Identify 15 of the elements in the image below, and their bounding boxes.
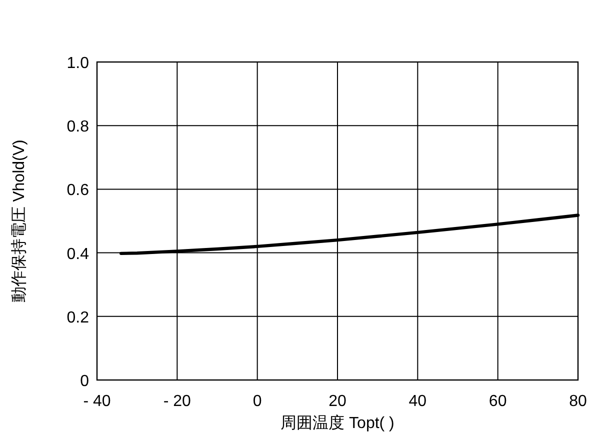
- y-tick-label: 1.0: [66, 55, 90, 72]
- y-tick-label: 0: [80, 373, 90, 390]
- y-tick-label: 0.8: [66, 118, 90, 136]
- x-tick-label: 80: [569, 393, 587, 410]
- y-tick-label: 0.2: [66, 309, 90, 326]
- x-tick-label: - 40: [83, 393, 111, 410]
- x-tick-label: - 20: [163, 393, 192, 410]
- x-tick-label: 60: [488, 393, 507, 410]
- y-tick-label: 0.4: [66, 246, 90, 263]
- x-tick-label: 0: [252, 393, 262, 410]
- x-axis-title: 周囲温度 Topt( ): [280, 414, 394, 432]
- y-axis-title: 動作保持電圧 Vhold(V): [10, 140, 28, 302]
- x-tick-label: 40: [408, 393, 427, 410]
- y-tick-label: 0.6: [66, 182, 90, 200]
- x-tick-label: 20: [328, 393, 346, 410]
